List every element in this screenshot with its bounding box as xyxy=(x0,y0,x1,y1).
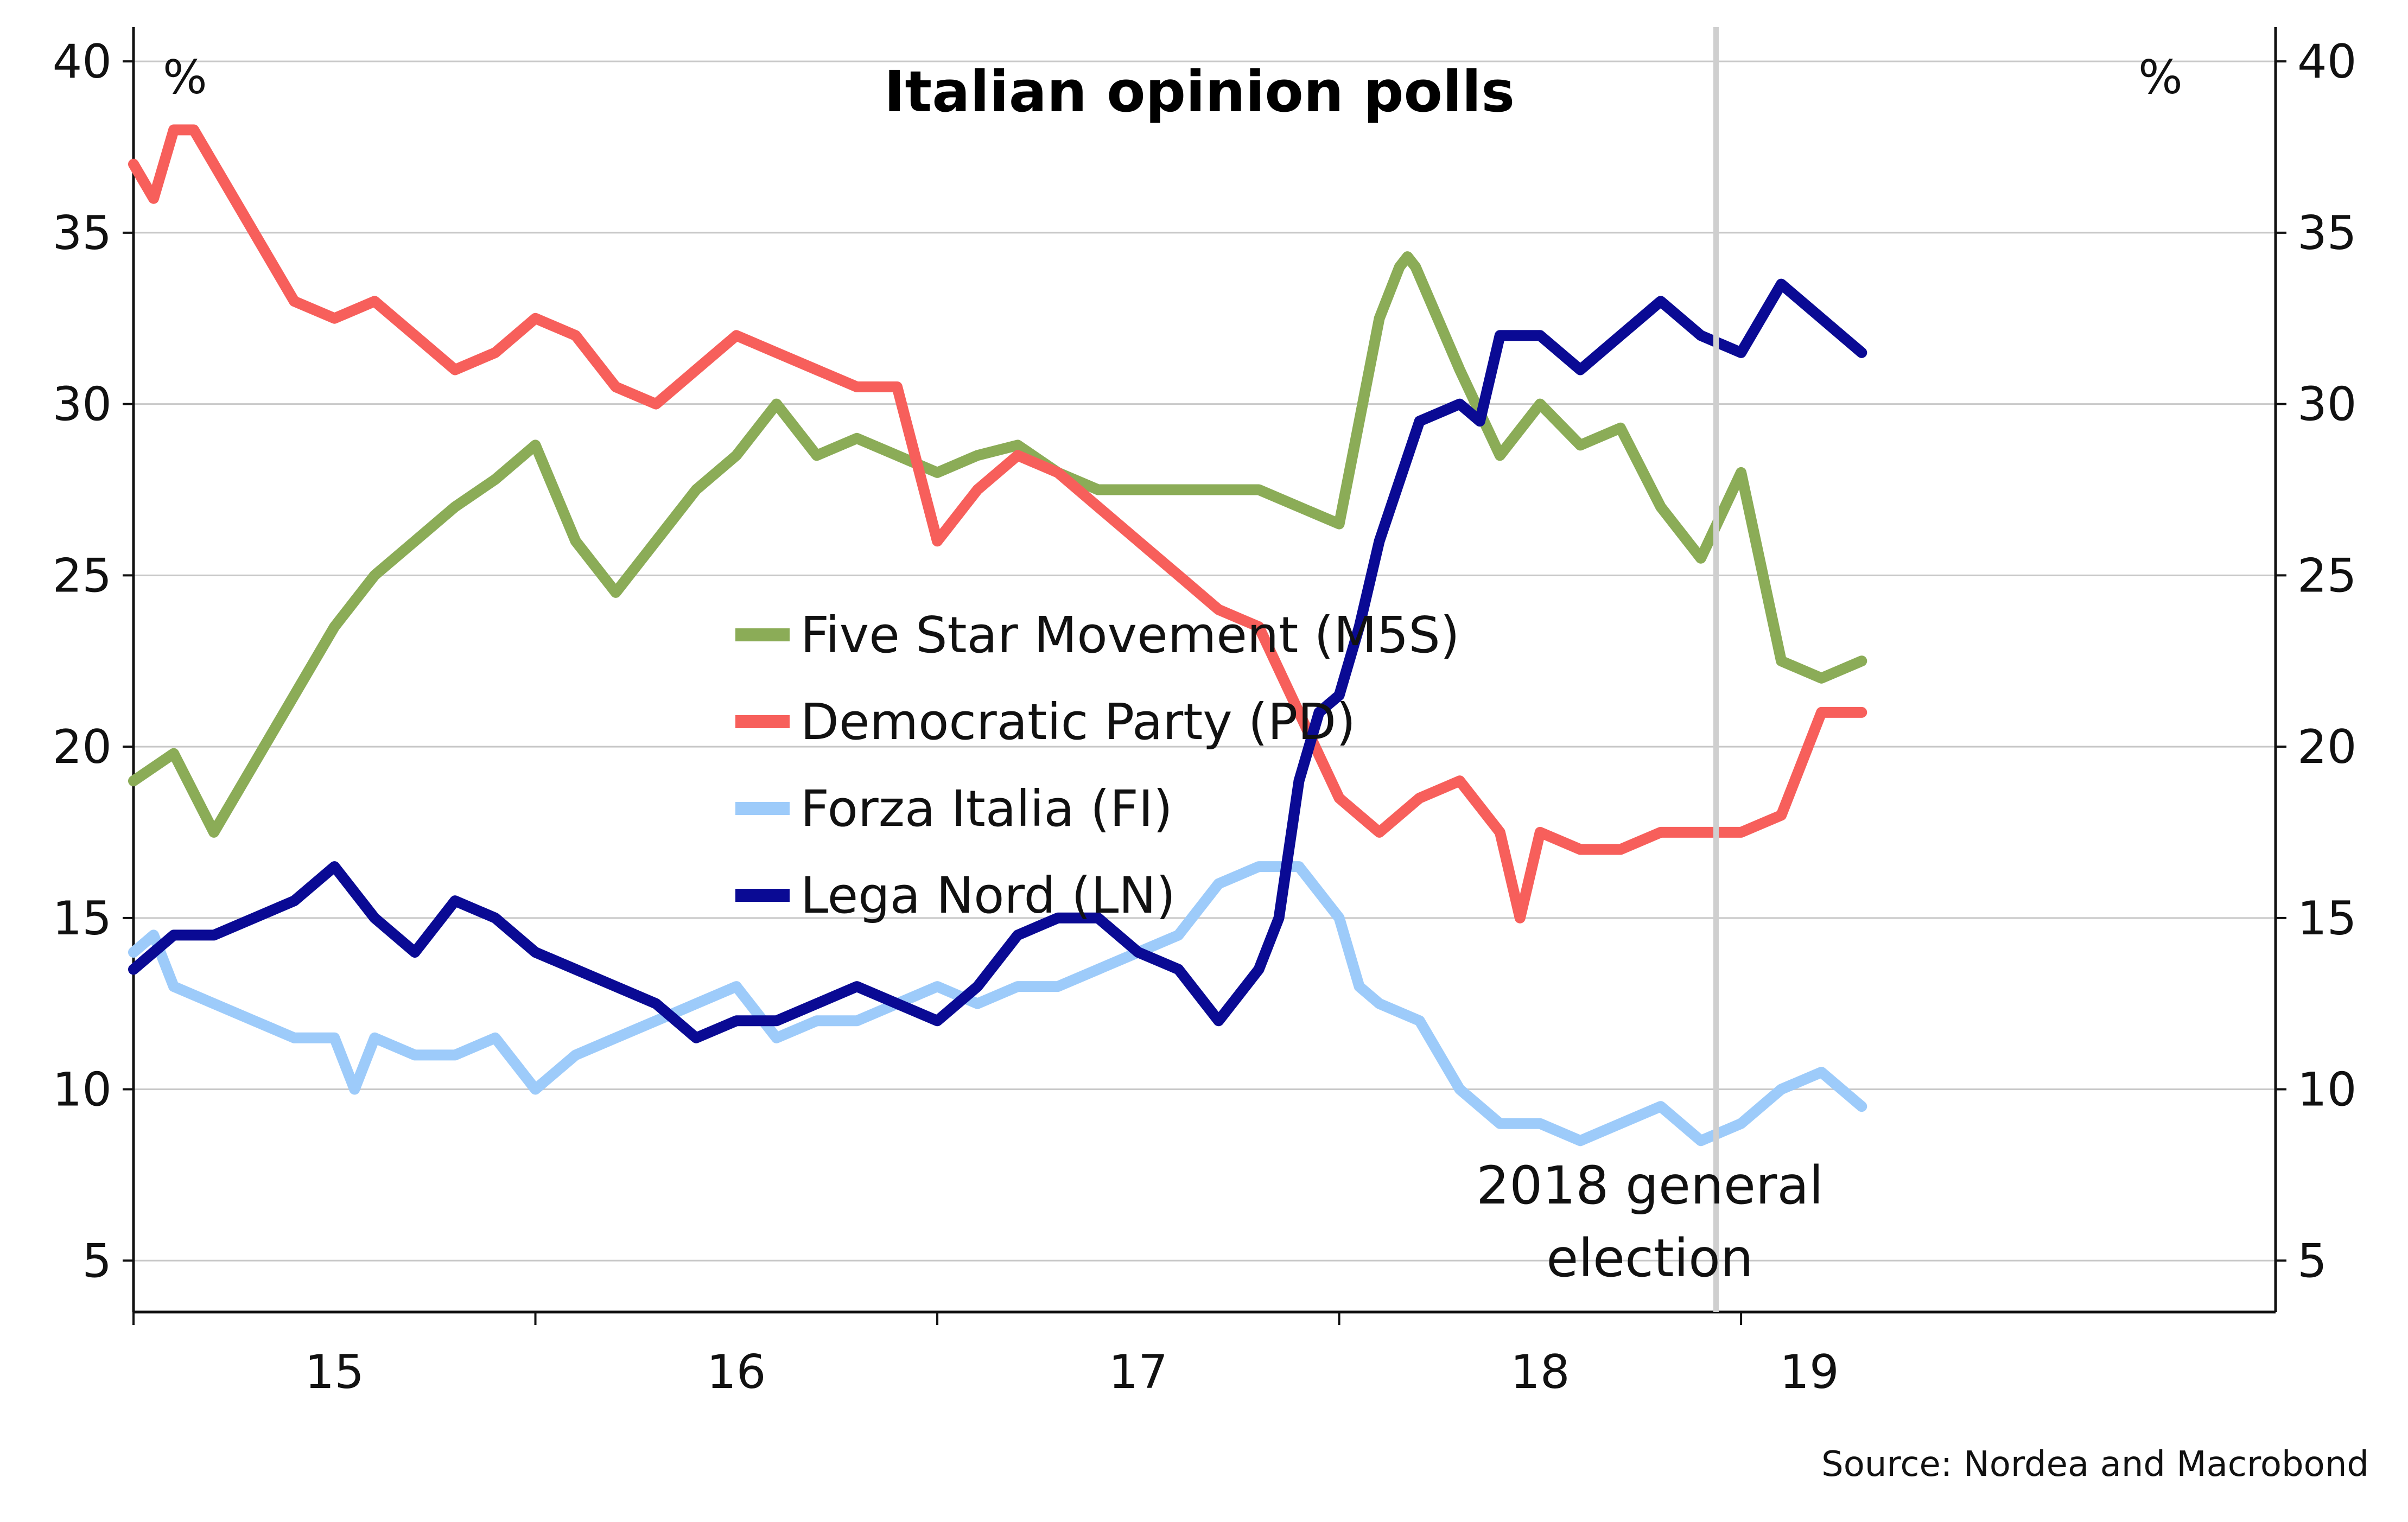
y-tick-label-right: 25 xyxy=(2297,549,2356,603)
y-tick-label-right: 5 xyxy=(2297,1234,2327,1288)
legend-label-2: Forza Italia (FI) xyxy=(800,780,1173,838)
x-tick-label-18: 18 xyxy=(1510,1345,1570,1399)
y-tick-label-left: 10 xyxy=(53,1063,112,1117)
y-tick-label-left: 25 xyxy=(53,549,112,603)
legend: Five Star Movement (M5S) Democratic Party… xyxy=(735,606,1460,925)
election-annotation: 2018 general election xyxy=(1476,27,1824,1312)
x-tick-label-17: 17 xyxy=(1109,1345,1168,1399)
y-tick-label-left: 20 xyxy=(53,720,112,774)
y-tick-label-right: 20 xyxy=(2297,720,2356,774)
series-line-2 xyxy=(128,861,1867,1147)
series-line-3 xyxy=(128,278,1867,1043)
legend-label-1: Democratic Party (PD) xyxy=(800,693,1356,751)
legend-label-0: Five Star Movement (M5S) xyxy=(800,606,1460,664)
chart-title: Italian opinion polls xyxy=(884,59,1515,125)
source-note: Source: Nordea and Macrobond xyxy=(1821,1444,2369,1485)
y-tick-label-left: 40 xyxy=(53,35,112,89)
y-unit-right: % xyxy=(2138,50,2183,105)
election-label-line-1: 2018 general xyxy=(1476,1155,1824,1216)
y-tick-label-left: 15 xyxy=(53,891,112,946)
y-tick-label-right: 35 xyxy=(2297,206,2356,260)
series-lines xyxy=(128,124,1867,1147)
y-tick-label-right: 15 xyxy=(2297,891,2356,946)
x-tick-label-19: 19 xyxy=(1780,1345,1839,1399)
x-tick-label-15: 15 xyxy=(305,1345,364,1399)
y-tick-label-left: 35 xyxy=(53,206,112,260)
y-tick-label-left: 30 xyxy=(53,378,112,432)
y-tick-label-right: 10 xyxy=(2297,1063,2356,1117)
y-tick-label-left: 5 xyxy=(82,1234,112,1288)
y-unit-left: % xyxy=(163,50,207,105)
election-label-line-2: election xyxy=(1546,1228,1753,1289)
axes: 5 5 10 10 15 15 20 20 25 25 30 30 35 35 40 40 15 16 17 18 19 xyxy=(53,27,2356,1399)
series-line-1 xyxy=(128,124,1867,924)
y-tick-label-right: 40 xyxy=(2297,35,2356,89)
legend-label-3: Lega Nord (LN) xyxy=(800,867,1176,925)
y-tick-label-right: 30 xyxy=(2297,378,2356,432)
x-tick-label-16: 16 xyxy=(707,1345,766,1399)
